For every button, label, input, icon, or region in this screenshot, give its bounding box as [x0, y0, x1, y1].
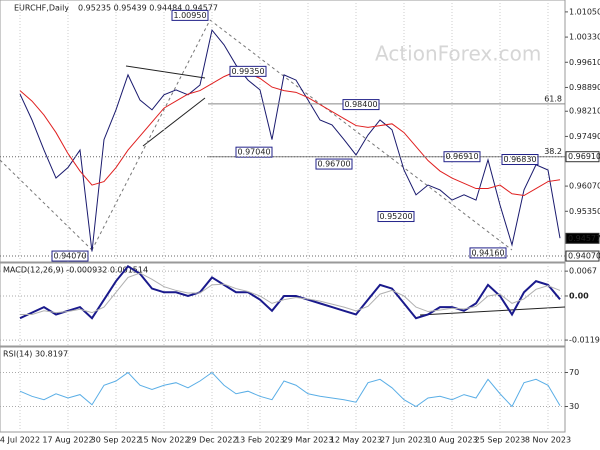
trend-line [142, 97, 206, 147]
symbol: EURCHF,Daily [14, 4, 69, 13]
y-tick-label: 0.98210 [569, 107, 600, 116]
y-tick-label: 0.96070 [569, 182, 600, 191]
y-tick-label: 0.0067 [569, 267, 597, 276]
price-marker-label: 0.96910 [568, 152, 600, 161]
y-tick-label: 0.98890 [569, 83, 600, 92]
trend-lines [125, 65, 566, 316]
macd-panel [0, 262, 566, 347]
annotation-label: 0.96830 [503, 155, 536, 164]
x-tick-label: 10 Aug 2023 [426, 436, 477, 445]
x-tick-label: 13 Feb 2023 [235, 436, 285, 445]
annotation-box [377, 211, 415, 223]
x-tick-label: 25 Sep 2023 [475, 436, 526, 445]
series-line [19, 265, 561, 320]
annotation-box [235, 146, 273, 158]
panel-title: RSI(14) 30.8197 [3, 350, 68, 359]
ohlc: 0.95235 0.95439 0.94484 0.94577 [78, 4, 218, 13]
annotation-box [501, 154, 539, 166]
price-marker [565, 232, 600, 244]
x-tick-label: 30 Sep 2022 [91, 436, 142, 445]
x-tick-label: 29 Dec 2022 [186, 436, 237, 445]
series-line [20, 272, 561, 316]
price-marker [565, 250, 600, 262]
x-tick-label: 4 Jul 2022 [0, 436, 40, 445]
x-tick-label: 17 Aug 2022 [42, 436, 93, 445]
fib-label: 61.8 [544, 94, 562, 103]
trend-line [125, 65, 206, 79]
annotation-label: 0.94160 [471, 248, 504, 257]
annotation-label: 0.96700 [317, 160, 350, 169]
series-line [19, 371, 561, 408]
annotation-box [342, 99, 380, 111]
series-line [19, 70, 561, 197]
x-tick-label: 29 Mar 2023 [283, 436, 334, 445]
annotation-box [315, 158, 353, 170]
projection-lines [0, 19, 513, 251]
annotation-label: 0.97040 [237, 148, 270, 157]
y-tick-label: 0.95350 [569, 207, 600, 216]
y-tick-label: 30 [569, 402, 579, 411]
y-tick-label: 0.99610 [569, 58, 600, 67]
panel-title: MACD(12,26,9) -0.000932 0.001514 [3, 266, 148, 275]
price-marker-label: 0.94577 [568, 234, 600, 243]
annotation-label: 0.95200 [379, 212, 412, 221]
y-tick-label: 1.01050 [569, 7, 600, 16]
y-tick-label: 70 [569, 368, 579, 377]
projection-line [91, 19, 211, 251]
watermark: ActionForex.com [375, 42, 541, 66]
series-line [19, 28, 561, 252]
annotation-box [469, 247, 507, 259]
annotation-label: 0.99350 [231, 67, 264, 76]
price-marker-label: 0.94070 [568, 252, 600, 261]
y-tick-label: 0.97490 [569, 132, 600, 141]
y-tick-label: 1.00330 [569, 33, 600, 42]
annotation-label: 0.98400 [344, 100, 377, 109]
x-tick-label: 15 Nov 2022 [138, 436, 189, 445]
rsi-panel [0, 346, 566, 433]
price-marker [565, 151, 600, 163]
y-tick-label: -0.0119 [569, 336, 600, 345]
x-tick-label: 27 Jun 2023 [380, 436, 428, 445]
projection-line [0, 159, 93, 251]
x-tick-label: 8 Nov 2023 [525, 436, 571, 445]
y-tick-label: 0.00 [569, 291, 589, 300]
x-tick-label: 12 May 2023 [330, 436, 382, 445]
annotation-box [229, 65, 267, 77]
fib-label: 38.2 [544, 147, 562, 156]
annotation-box [171, 9, 209, 21]
annotation-label: 1.00950 [173, 11, 206, 20]
price-panel [0, 0, 566, 263]
macd-trend-line [419, 306, 566, 316]
